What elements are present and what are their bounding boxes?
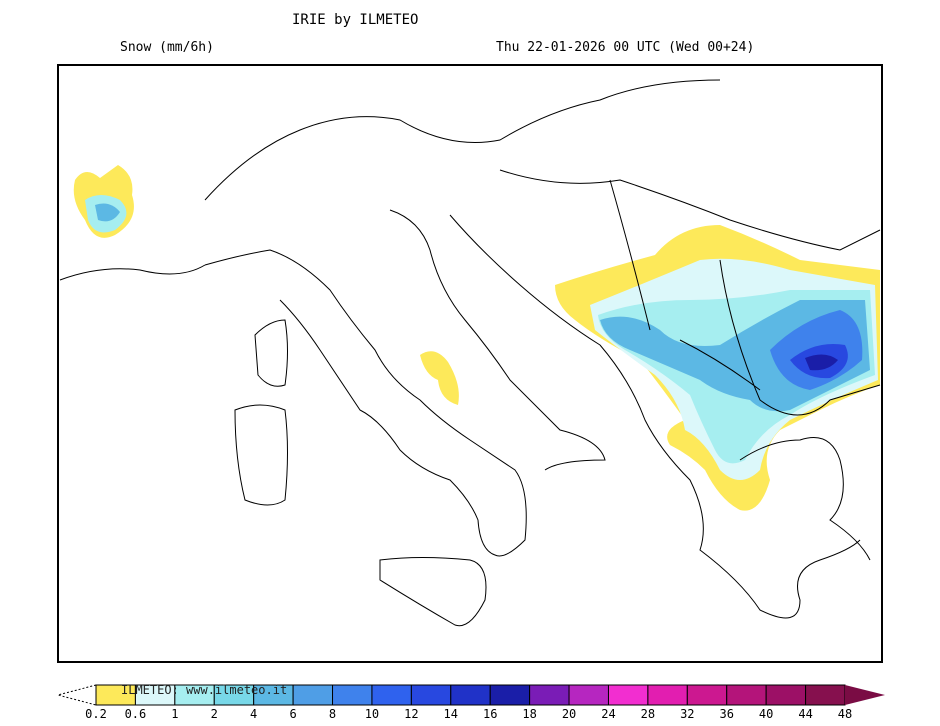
coastlines-borders: [59, 79, 881, 627]
colorbar-tick-label: 1: [171, 707, 179, 721]
colorbar-tick-label: 28: [640, 707, 656, 721]
colorbar-tick-label: 44: [798, 707, 813, 721]
balkan-coast: [449, 214, 861, 619]
colorbar-tick-label: 0.2: [85, 707, 107, 721]
colorbar-tick-label: 32: [680, 707, 695, 721]
colorbar-swatch: [529, 684, 570, 706]
colorbar-under-arrow: [56, 684, 97, 706]
colorbar-tick-label: 20: [561, 707, 577, 721]
greece-coast: [739, 437, 871, 561]
colorbar-swatch: [410, 684, 452, 706]
colorbar-tick-label: 10: [364, 707, 380, 721]
colorbar-swatch: [607, 684, 649, 706]
corsica: [254, 319, 288, 387]
colorbar-tick-label: 48: [837, 707, 853, 721]
colorbar-swatch: [647, 684, 688, 706]
colorbar-swatch: [805, 684, 846, 706]
colorbar-swatch: [568, 684, 609, 706]
variable-label: Snow (mm/6h): [120, 40, 214, 55]
snow-area-italy: [420, 351, 459, 405]
colorbar-tick-label: 12: [404, 707, 419, 721]
colorbar-tick-label: 4: [250, 707, 258, 721]
colorbar-tick-label: 2: [210, 707, 218, 721]
colorbar-swatch: [489, 684, 531, 706]
colorbar-over-arrow: [845, 685, 885, 705]
balkan-borders: [499, 169, 881, 416]
colorbar-swatch: [292, 684, 334, 706]
map-title: IRIE by ILMETEO: [292, 12, 419, 28]
sardinia: [234, 404, 288, 506]
colorbar-swatch: [686, 684, 728, 706]
colorbar-swatch: [332, 684, 373, 706]
colorbar-tick-label: 16: [482, 707, 498, 721]
colorbar-swatch: [450, 684, 491, 706]
colorbar-tick-label: 18: [522, 707, 537, 721]
colorbar-tick-label: 24: [601, 707, 616, 721]
colorbar: [56, 684, 885, 706]
colorbar-tick-label: 14: [443, 707, 459, 721]
alps-border: [204, 79, 721, 201]
colorbar-tick-label: 0.6: [124, 707, 147, 721]
valid-time: Thu 22-01-2026 00 UTC (Wed 00+24): [496, 40, 755, 55]
france-coast: [59, 264, 206, 281]
adriatic-coast-italy: [389, 209, 606, 471]
colorbar-tick-label: 8: [328, 707, 337, 721]
colorbar-swatch: [726, 684, 767, 706]
italy-coastline: [204, 249, 527, 557]
colorbar-tick-label: 36: [719, 707, 734, 721]
sicily: [379, 557, 487, 627]
colorbar-tick-label: 6: [289, 707, 297, 721]
watermark: ILMETEO: www.ilmeteo.it: [121, 683, 288, 697]
snow-areas: [73, 165, 880, 511]
colorbar-tick-label: 40: [758, 707, 774, 721]
colorbar-swatch: [371, 684, 412, 706]
colorbar-swatch: [765, 684, 807, 706]
